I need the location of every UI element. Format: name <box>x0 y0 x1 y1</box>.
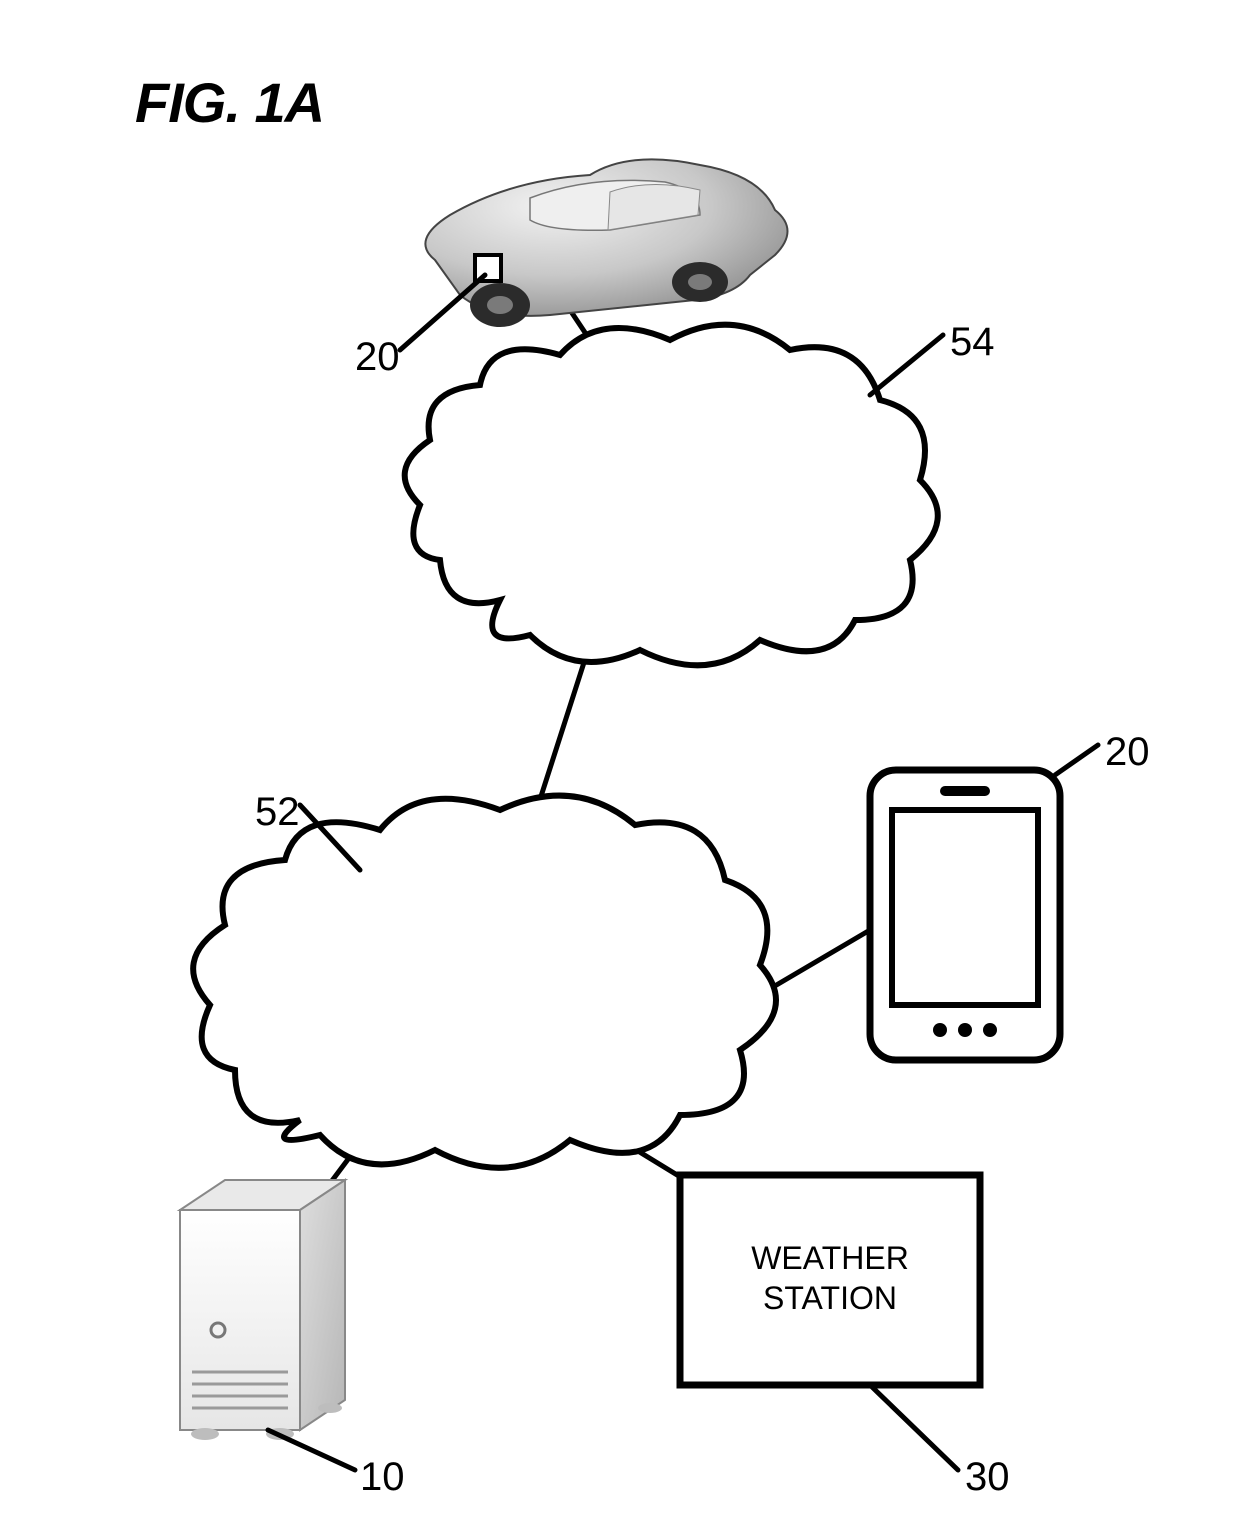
ref-label: 10 <box>360 1455 405 1500</box>
ref-label: 54 <box>950 320 995 365</box>
ref-label: 52 <box>255 790 300 835</box>
phone-icon <box>870 770 1060 1060</box>
car-icon <box>425 159 787 327</box>
weather-station-label: WEATHER STATION <box>680 1238 980 1318</box>
cloud-lower <box>193 796 776 1168</box>
ref-label: 20 <box>355 335 400 380</box>
ref-label: 20 <box>1105 730 1150 775</box>
cloud-upper <box>405 325 938 666</box>
diagram-svg <box>0 0 1240 1517</box>
weather-label-line2: STATION <box>763 1280 897 1316</box>
weather-label-line1: WEATHER <box>751 1240 909 1276</box>
diagram-canvas: FIG. 1A <box>0 0 1240 1517</box>
ref-label: 30 <box>965 1455 1010 1500</box>
server-icon <box>180 1180 345 1440</box>
